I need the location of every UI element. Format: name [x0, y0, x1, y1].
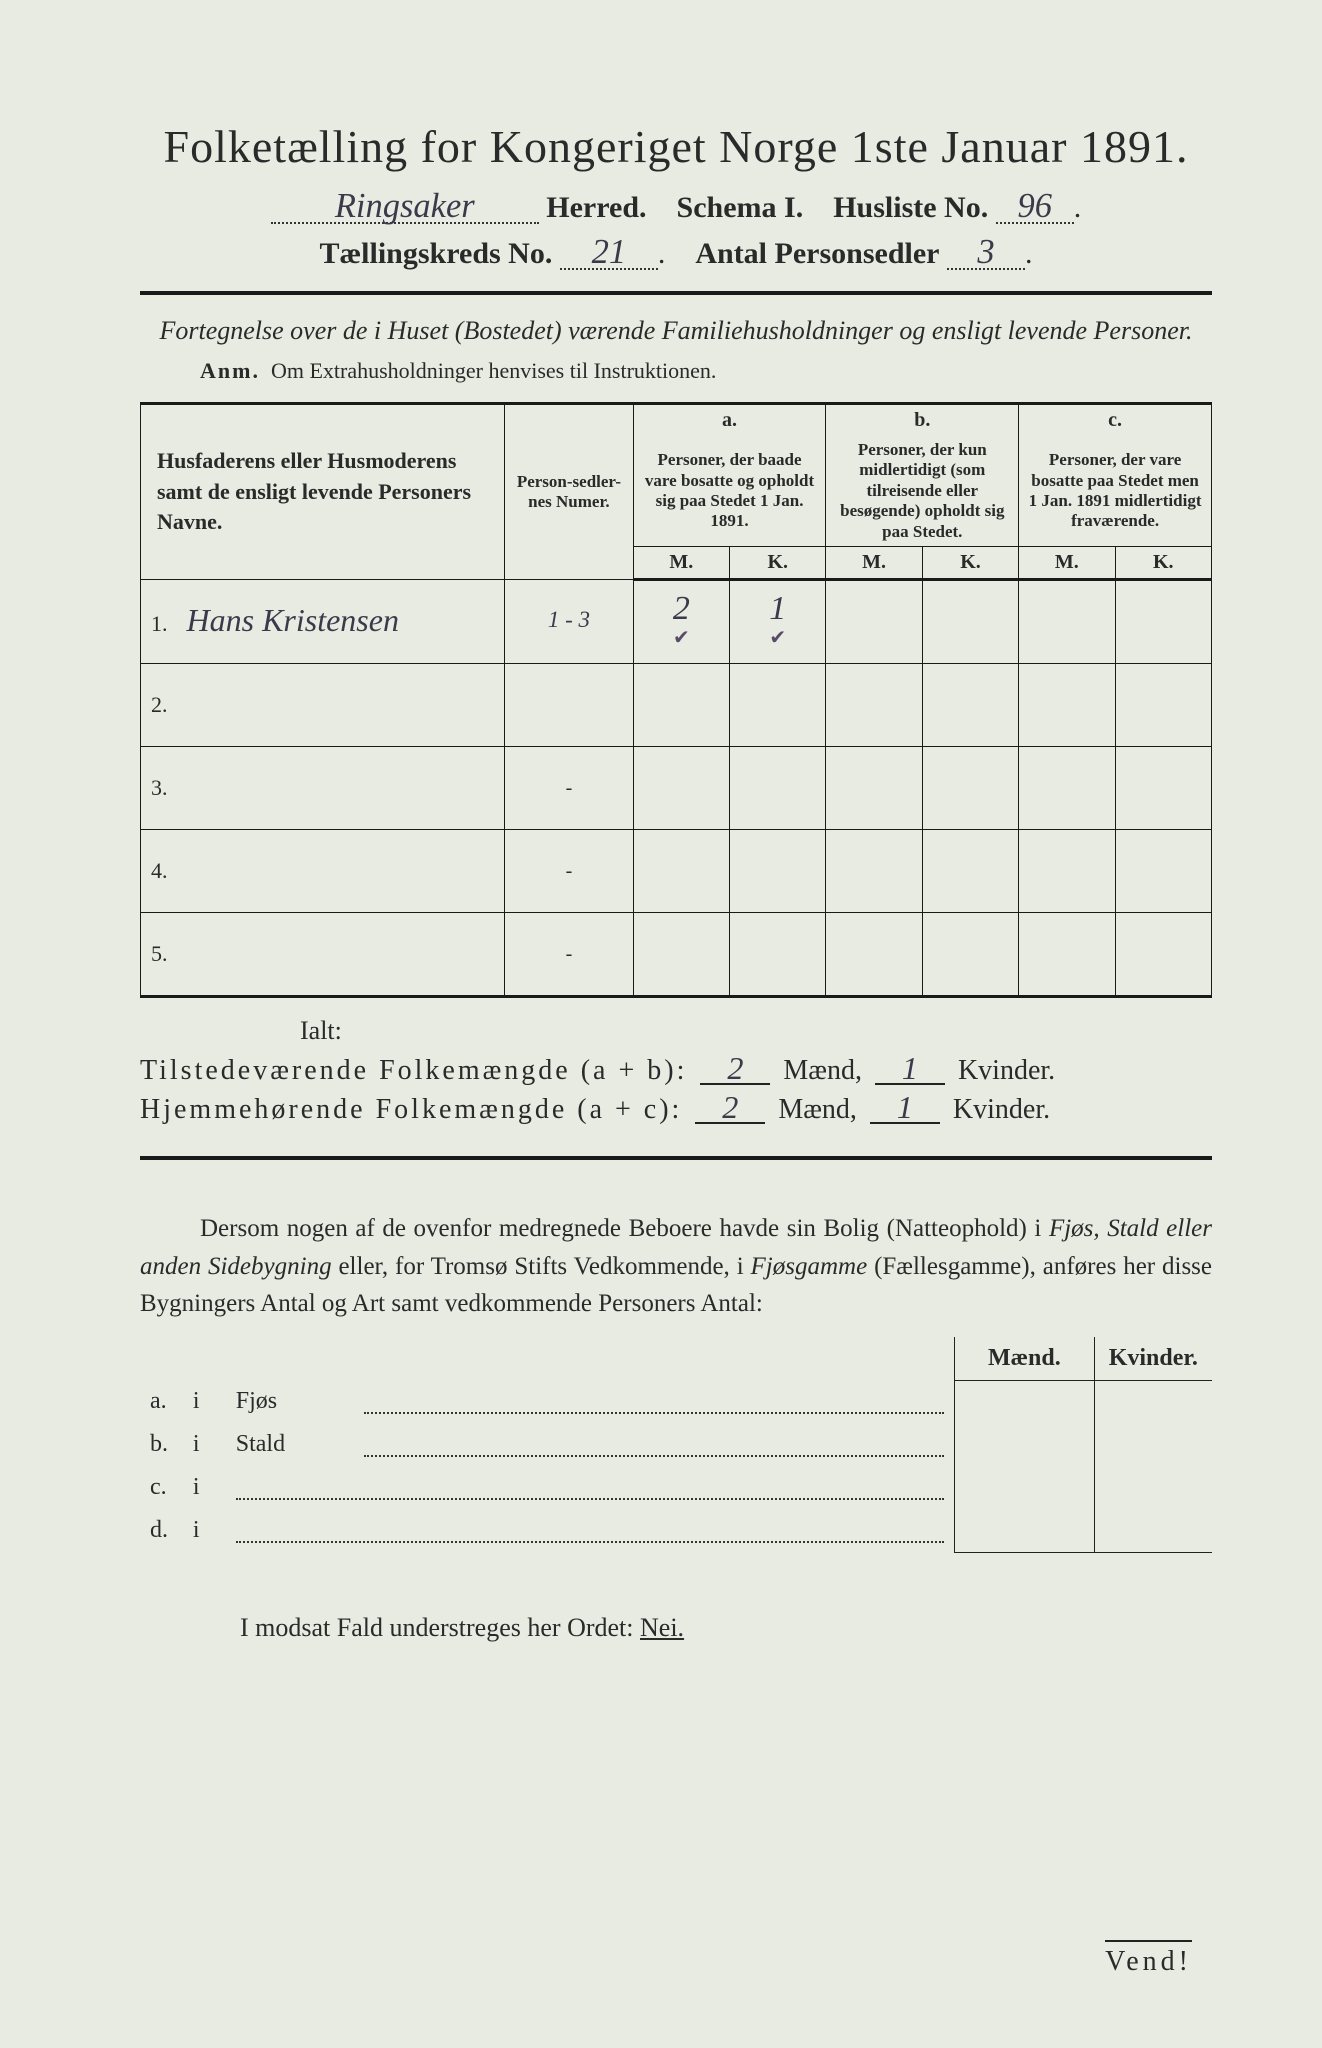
herred-field: Ringsaker — [271, 191, 539, 224]
rule-1 — [140, 291, 1212, 295]
ialt-label: Ialt: — [300, 1016, 1212, 1046]
col-c-label: c. — [1019, 404, 1212, 437]
totals-home: Hjemmehørende Folkemængde (a + c): 2 Mæn… — [140, 1093, 1212, 1126]
home-k: 1 — [870, 1093, 940, 1124]
closing-line: I modsat Fald understreges her Ordet: Ne… — [240, 1613, 1212, 1643]
household-table: Husfaderens eller Husmoderens samt de en… — [140, 402, 1212, 998]
totals-present: Tilstedeværende Folkemængde (a + b): 2 M… — [140, 1054, 1212, 1087]
col-c-m: M. — [1019, 547, 1115, 580]
kreds-field: 21 — [560, 237, 658, 270]
col-a-k: K. — [730, 547, 826, 580]
table-row: 2. — [141, 664, 1212, 747]
rule-2 — [140, 1156, 1212, 1160]
home-m: 2 — [695, 1093, 765, 1124]
col-a-label: a. — [633, 404, 826, 437]
husliste-label: Husliste No. — [833, 191, 988, 224]
anm-text: Om Extrahusholdninger henvises til Instr… — [271, 358, 716, 383]
anm-label: Anm. — [200, 358, 260, 383]
kreds-label: Tællingskreds No. — [320, 237, 553, 270]
herred-label: Herred. — [546, 191, 646, 224]
col-b-k: K. — [922, 547, 1018, 580]
antal-label: Antal Personsedler — [695, 237, 939, 270]
table-row: 4. - — [141, 830, 1212, 913]
anm-note: Anm. Om Extrahusholdninger henvises til … — [200, 358, 1212, 384]
header-line-3: Tællingskreds No. 21. Antal Personsedler… — [140, 237, 1212, 271]
table-row: 1. Hans Kristensen 1 - 3 2✔ 1✔ — [141, 580, 1212, 664]
sidebox-row: b. i Stald — [140, 1423, 1212, 1466]
antal-field: 3 — [947, 237, 1025, 270]
nei-word: Nei. — [640, 1613, 684, 1642]
col-b-m: M. — [826, 547, 922, 580]
present-m: 2 — [700, 1054, 770, 1085]
form-subtitle: Fortegnelse over de i Huset (Bostedet) v… — [140, 313, 1212, 348]
census-form-page: Folketælling for Kongeriget Norge 1ste J… — [0, 0, 1322, 2048]
col-a-text: Personer, der baade vare bosatte og opho… — [633, 436, 826, 546]
side-building-table: Mænd. Kvinder. a. i Fjøs b. i Stald c. i… — [140, 1337, 1212, 1553]
name-cell: Hans Kristensen — [187, 602, 399, 638]
col-c-k: K. — [1115, 547, 1211, 580]
table-row: 5. - — [141, 913, 1212, 997]
col-names: Husfaderens eller Husmoderens samt de en… — [141, 404, 505, 580]
col-a-m: M. — [633, 547, 729, 580]
present-k: 1 — [875, 1054, 945, 1085]
col-b-text: Personer, der kun midlertidigt (som tilr… — [826, 436, 1019, 546]
table-row: 3. - — [141, 747, 1212, 830]
col-numer: Person-sedler-nes Numer. — [505, 404, 634, 580]
paragraph: Dersom nogen af de ovenfor medregnede Be… — [140, 1210, 1212, 1323]
sidebox-row: a. i Fjøs — [140, 1380, 1212, 1423]
sidebox-row: c. i — [140, 1466, 1212, 1509]
header-line-2: Ringsaker Herred. Schema I. Husliste No.… — [140, 191, 1212, 225]
mk-kvinder: Kvinder. — [1094, 1337, 1212, 1381]
schema-label: Schema I. — [677, 191, 804, 224]
mk-maend: Mænd. — [955, 1337, 1094, 1381]
sidebox-row: d. i — [140, 1509, 1212, 1552]
vend-label: Vend! — [1105, 1940, 1192, 1978]
husliste-field: 96 — [996, 191, 1074, 224]
page-title: Folketælling for Kongeriget Norge 1ste J… — [140, 120, 1212, 173]
col-c-text: Personer, der vare bosatte paa Stedet me… — [1019, 436, 1212, 546]
col-b-label: b. — [826, 404, 1019, 437]
